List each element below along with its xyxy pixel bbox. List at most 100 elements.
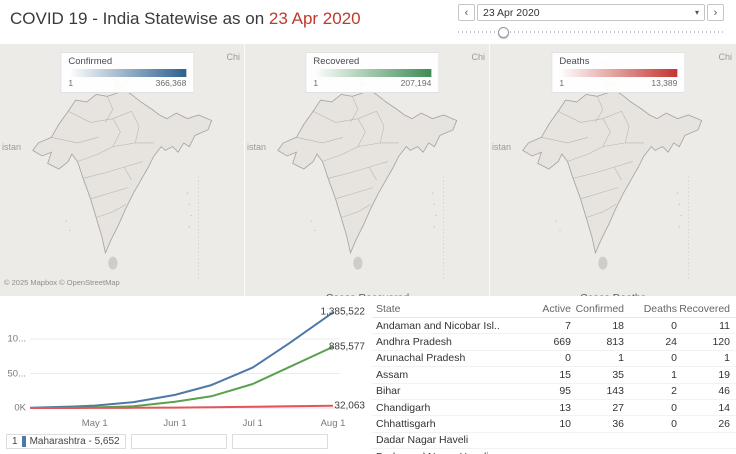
table-row[interactable]: Andaman and Nicobar Isl.. 7 18 0 11: [372, 318, 736, 335]
geo-label-west: istan: [492, 142, 512, 152]
cell-value: 14: [718, 401, 730, 414]
date-picker: ‹ 23 Apr 2020 ▾ ›: [458, 4, 724, 21]
table-header: State Active Confirmed Deaths Recovered: [372, 300, 736, 318]
cell-value: 11: [719, 319, 730, 332]
state-table: State Active Confirmed Deaths Recovered Anda…: [372, 300, 736, 454]
cell-value: 143: [606, 385, 624, 398]
gradient-bar: [313, 69, 432, 77]
geo-label-northeast: Chi: [718, 52, 732, 62]
column-header[interactable]: Deaths: [643, 302, 677, 315]
table-row[interactable]: Dadar Nagar Haveli: [372, 433, 736, 450]
x-tick-label: May 1: [81, 418, 108, 429]
cell-value: 26: [718, 418, 730, 431]
cell-value: 18: [612, 319, 624, 332]
date-slider[interactable]: [458, 27, 724, 38]
date-select[interactable]: 23 Apr 2020 ▾: [477, 4, 705, 21]
column-header[interactable]: Active: [542, 302, 571, 315]
cell-value: 120: [712, 336, 730, 349]
column-header[interactable]: Recovered: [679, 302, 730, 315]
slider-track: [458, 31, 724, 33]
legend-min: 1: [559, 78, 565, 88]
highlight-rank: 1: [12, 436, 18, 447]
cell-value: 0: [565, 352, 571, 365]
cell-state: Dadar Nagar Haveli: [376, 434, 469, 447]
cell-value: 0: [671, 319, 677, 332]
cell-state: Andhra Pradesh: [376, 336, 452, 349]
dashboard-header: COVID 19 - India Statewise as on 23 Apr …: [0, 0, 736, 44]
slider-handle[interactable]: [498, 27, 509, 38]
page-title: COVID 19 - India Statewise as on 23 Apr …: [10, 9, 361, 28]
table-row[interactable]: Andhra Pradesh 669 813 24 120: [372, 334, 736, 351]
geo-label-northeast: Chi: [471, 52, 485, 62]
cell-value: 36: [612, 418, 624, 431]
table-row[interactable]: Dadra and Nagar Haveli a..: [372, 449, 736, 454]
cell-value: 46: [718, 385, 730, 398]
y-tick-label: 10...: [7, 333, 27, 345]
state-table-body: Andaman and Nicobar Isl.. 7 18 0 11 Andhra Pr…: [372, 318, 736, 454]
table-row[interactable]: Bihar 95 143 2 46: [372, 384, 736, 400]
map-attribution: © 2025 Mapbox © OpenStreetMap: [4, 278, 120, 287]
table-row[interactable]: Chandigarh 13 27 0 14: [372, 400, 736, 417]
cell-state: Assam: [376, 368, 409, 381]
cell-value: 0: [671, 418, 677, 431]
series-end-label: 32,063: [334, 400, 365, 412]
legend-recovered[interactable]: Recovered 1 207,194: [305, 52, 440, 93]
legend-deaths[interactable]: Deaths 1 13,389: [551, 52, 686, 93]
cell-state: Dadra and Nagar Haveli a..: [372, 451, 520, 454]
cell-value: 13: [559, 401, 571, 414]
highlight-legend-item[interactable]: 1 Maharashtra - 5,652: [6, 434, 126, 449]
cell-value: 10: [559, 418, 571, 431]
y-tick-label: 0K: [14, 402, 26, 414]
cell-value: 1: [724, 352, 730, 365]
table-row[interactable]: Assam 15 35 1 19: [372, 367, 736, 384]
series-end-label: 885,577: [328, 341, 365, 353]
table-row[interactable]: Chhattisgarh 10 36 0 26: [372, 416, 736, 433]
cell-value: 0: [671, 352, 677, 365]
cell-state: Chandigarh: [376, 401, 431, 414]
chevron-right-icon[interactable]: ›: [707, 4, 724, 21]
geo-label-west: istan: [2, 142, 22, 152]
date-select-value: 23 Apr 2020: [483, 6, 540, 19]
legend-title: Confirmed: [68, 56, 113, 67]
table-row[interactable]: Arunachal Pradesh 0 1 0 1: [372, 351, 736, 368]
maps-row: istan Chi Confirmed 1 366,368 © 2025 Map…: [0, 44, 736, 296]
gradient-bar: [559, 69, 678, 77]
geo-label-northeast: Chi: [226, 52, 240, 62]
map-recovered[interactable]: istan Chi Recovered 1 207,194: [245, 44, 490, 296]
x-tick-label: Aug 1: [320, 418, 346, 429]
chevron-down-icon: ▾: [694, 8, 699, 17]
line-chart-plot[interactable]: [0, 302, 368, 414]
cell-value: 7: [565, 319, 571, 332]
map-confirmed[interactable]: istan Chi Confirmed 1 366,368 © 2025 Map…: [0, 44, 245, 296]
highlight-legend-item[interactable]: [130, 434, 227, 449]
column-header[interactable]: Confirmed: [575, 302, 624, 315]
legend-confirmed[interactable]: Confirmed 1 366,368: [60, 52, 195, 93]
title-date: 23 Apr 2020: [268, 9, 361, 28]
cell-value: 95: [559, 385, 571, 398]
chevron-left-icon[interactable]: ‹: [458, 4, 475, 21]
cell-value: 15: [559, 368, 571, 381]
cell-value: 27: [612, 401, 624, 414]
series-color-swatch: [21, 436, 26, 447]
cell-state: Bihar: [376, 385, 401, 398]
geo-label-west: istan: [247, 142, 267, 152]
x-tick-label: Jun 1: [163, 418, 187, 429]
legend-title: Recovered: [313, 56, 360, 67]
legend-min: 1: [313, 78, 319, 88]
highlight-legend-item[interactable]: [231, 434, 328, 449]
cell-state: Andaman and Nicobar Isl..: [376, 319, 500, 332]
x-axis: May 1 Jun 1 Jul 1 Aug 1: [0, 418, 368, 430]
legend-min: 1: [68, 78, 74, 88]
column-header[interactable]: State: [376, 302, 401, 315]
y-axis: 0K 50... 10...: [0, 302, 27, 414]
cell-value: 669: [553, 336, 571, 349]
highlight-legend: 1 Maharashtra - 5,652: [6, 434, 328, 449]
cell-state: Arunachal Pradesh: [376, 352, 466, 365]
trend-chart[interactable]: 0K 50... 10... May 1 Jun 1 Jul 1 Aug 1 1,385,…: [0, 296, 368, 454]
highlight-label: Maharashtra - 5,652: [29, 436, 120, 447]
cell-value: 1: [618, 352, 624, 365]
y-tick-label: 50...: [7, 368, 27, 380]
map-deaths[interactable]: istan Chi Deaths 1 13,389: [490, 44, 736, 296]
cell-value: 0: [671, 401, 677, 414]
legend-max: 13,389: [651, 78, 678, 88]
